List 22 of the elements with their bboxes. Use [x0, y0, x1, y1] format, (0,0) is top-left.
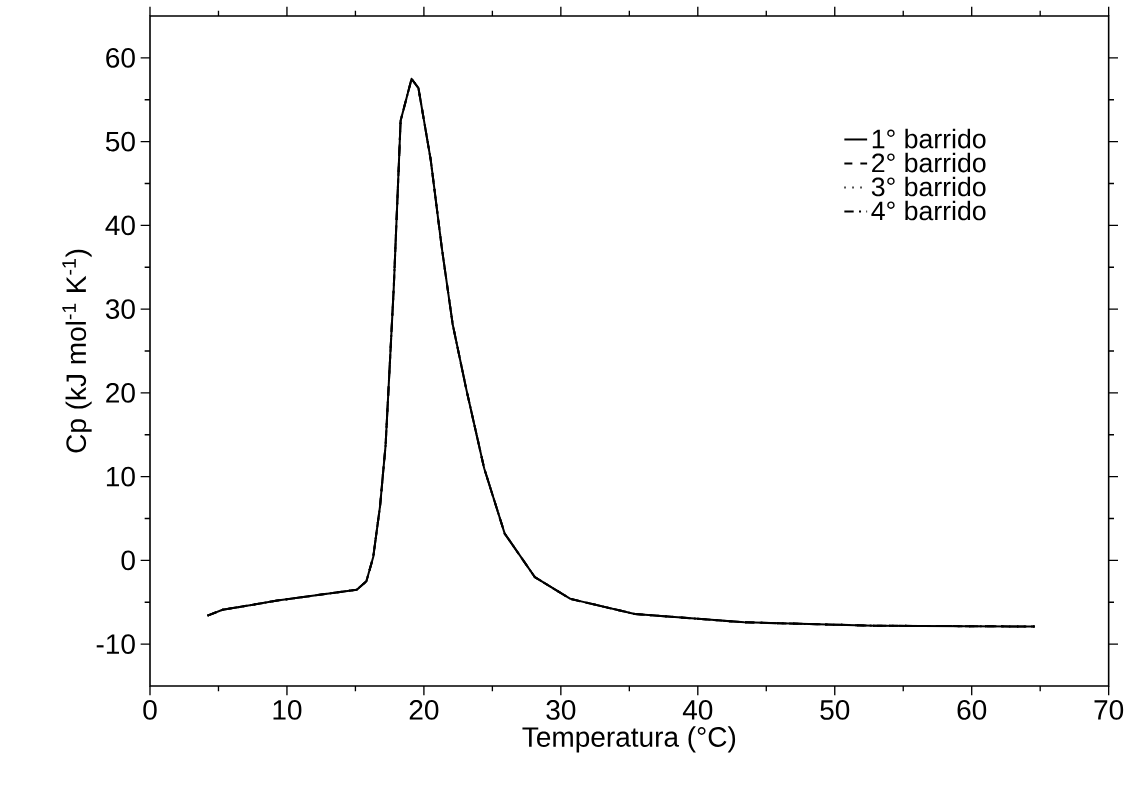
y-tick-label: 20: [106, 382, 135, 403]
y-tick-label: 60: [106, 47, 135, 68]
x-tick-label: 30: [546, 700, 576, 720]
legend-label: 3° barrido: [871, 176, 986, 197]
y-tick-label: 40: [105, 215, 135, 236]
x-tick-label: 20: [409, 700, 439, 720]
y-tick-label: 0: [121, 550, 135, 571]
legend-label: 4° barrido: [871, 200, 986, 221]
x-tick-label: 0: [143, 700, 157, 720]
x-tick-label: 10: [273, 700, 302, 720]
x-tick-label: 60: [957, 700, 987, 720]
x-tick-label: 70: [1094, 700, 1124, 720]
legend-label: 2° barrido: [872, 152, 986, 173]
legend-label: 1° barrido: [872, 128, 986, 149]
y-tick-label: 50: [105, 131, 135, 152]
x-tick-label: 50: [820, 700, 850, 720]
y-tick-label: 10: [106, 466, 135, 487]
y-tick-label: -10: [96, 634, 135, 655]
x-tick-label: 40: [682, 700, 713, 720]
y-axis-title: Cp (kJ mol$^{-1}$ K$^{-1}$): [62, 249, 92, 453]
y-tick-label: 30: [105, 299, 135, 320]
x-axis-title: Temperatura (°C): [522, 726, 736, 753]
